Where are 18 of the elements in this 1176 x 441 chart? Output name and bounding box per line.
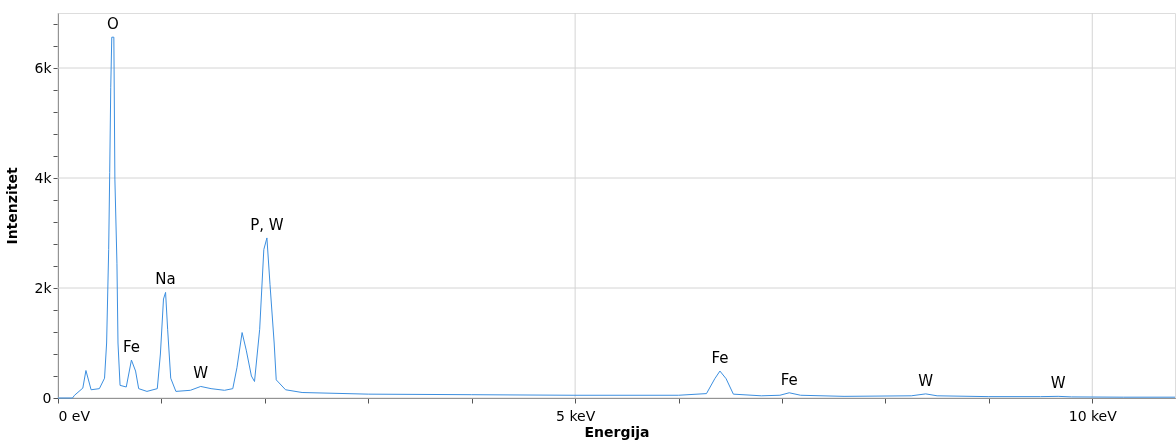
annotation: Na bbox=[155, 270, 176, 289]
annotation: Fe bbox=[780, 370, 798, 389]
annotation: W bbox=[918, 371, 934, 390]
x-tick-label: 0 eV bbox=[58, 407, 91, 424]
annotation: Fe bbox=[122, 338, 140, 357]
y-axis-title: Intenzitet bbox=[4, 167, 21, 245]
y-tick-label: 4k bbox=[34, 169, 53, 186]
y-tick-label: 0 bbox=[42, 389, 52, 406]
x-tick-label: 10 keV bbox=[1068, 407, 1118, 424]
annotation: Fe bbox=[711, 349, 729, 368]
annotation: P, W bbox=[250, 215, 284, 234]
annotation: W bbox=[1050, 374, 1066, 393]
y-tick-label: 2k bbox=[34, 279, 53, 296]
x-axis-title: Energija bbox=[584, 423, 650, 440]
x-tick-label: 5 keV bbox=[556, 407, 596, 424]
annotation: O bbox=[106, 15, 119, 34]
annotation: W bbox=[193, 364, 209, 383]
y-tick-label: 6k bbox=[34, 59, 53, 76]
